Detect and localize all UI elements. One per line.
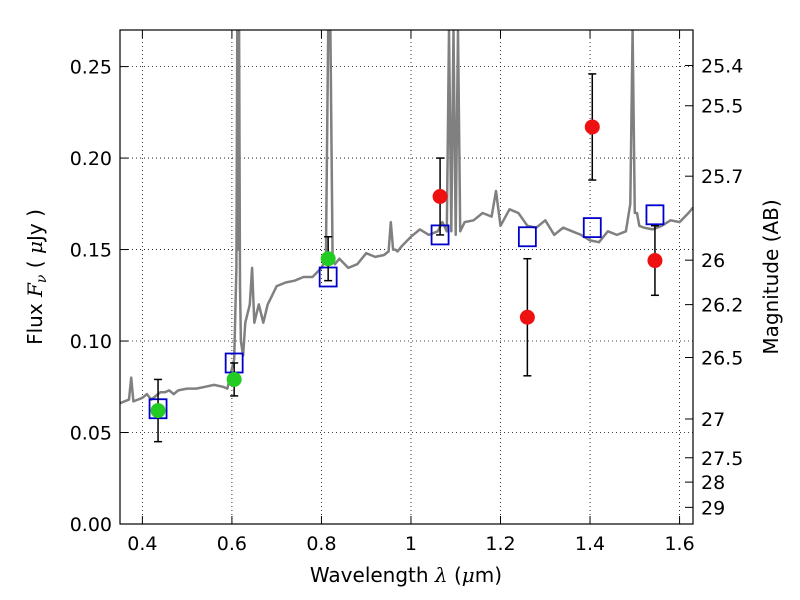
y-axis-label: Flux Fν ( μJy ) — [23, 209, 50, 345]
x-tick-label: 0.6 — [217, 533, 247, 555]
y-tick-label: 0.00 — [70, 514, 112, 536]
x-tick-label: 1 — [405, 533, 417, 555]
model-point — [517, 226, 537, 248]
magnitude-tick-label: 26.5 — [701, 348, 743, 370]
model-point — [582, 217, 602, 239]
x-tick-label: 0.4 — [127, 533, 157, 555]
plot-frame — [119, 29, 694, 525]
observed-point — [647, 253, 663, 269]
spectrum-line — [120, 30, 693, 405]
x-axis: 0.4 0.6 0.8 1 1.2 1.4 1.6 — [127, 30, 695, 555]
x-tick-label: 1.2 — [485, 533, 515, 555]
magnitude-tick-label: 25.7 — [701, 166, 743, 188]
observed-point — [320, 251, 336, 267]
y-axis: 0.00 0.05 0.10 0.15 0.20 0.25 — [70, 57, 128, 536]
y-tick-label: 0.15 — [70, 240, 112, 262]
magnitude-tick-label: 26 — [701, 250, 725, 272]
plot-area — [120, 30, 693, 443]
y-tick-label: 0.05 — [70, 423, 112, 445]
model-point — [645, 204, 665, 226]
observed-point — [432, 188, 448, 204]
magnitude-tick-label: 27 — [701, 409, 725, 431]
y-tick-label: 0.10 — [70, 331, 112, 353]
magnitude-tick-label: 25.4 — [701, 55, 743, 77]
y-tick-label: 0.25 — [70, 57, 112, 79]
magnitude-tick-label: 27.5 — [701, 448, 743, 470]
magnitude-tick-label: 26.2 — [701, 295, 743, 317]
observed-point — [519, 309, 535, 325]
magnitude-tick-label: 25.5 — [701, 96, 743, 118]
magnitude-axis: 25.4 25.5 25.7 26 26.2 26.5 27 27.528 29 — [685, 55, 743, 519]
observed-point — [584, 119, 600, 135]
observed-point — [226, 371, 242, 387]
magnitude-tick-label: 28 — [701, 472, 725, 494]
y2-axis-label: Magnitude (AB) — [759, 199, 783, 354]
y-tick-label: 0.20 — [70, 148, 112, 170]
x-tick-label: 1.6 — [664, 533, 694, 555]
observed-point — [150, 403, 166, 419]
magnitude-tick-label: 29 — [701, 497, 725, 519]
x-tick-label: 1.4 — [575, 533, 605, 555]
x-axis-label: Wavelength λ (μm) — [310, 563, 502, 587]
x-tick-label: 0.8 — [306, 533, 336, 555]
